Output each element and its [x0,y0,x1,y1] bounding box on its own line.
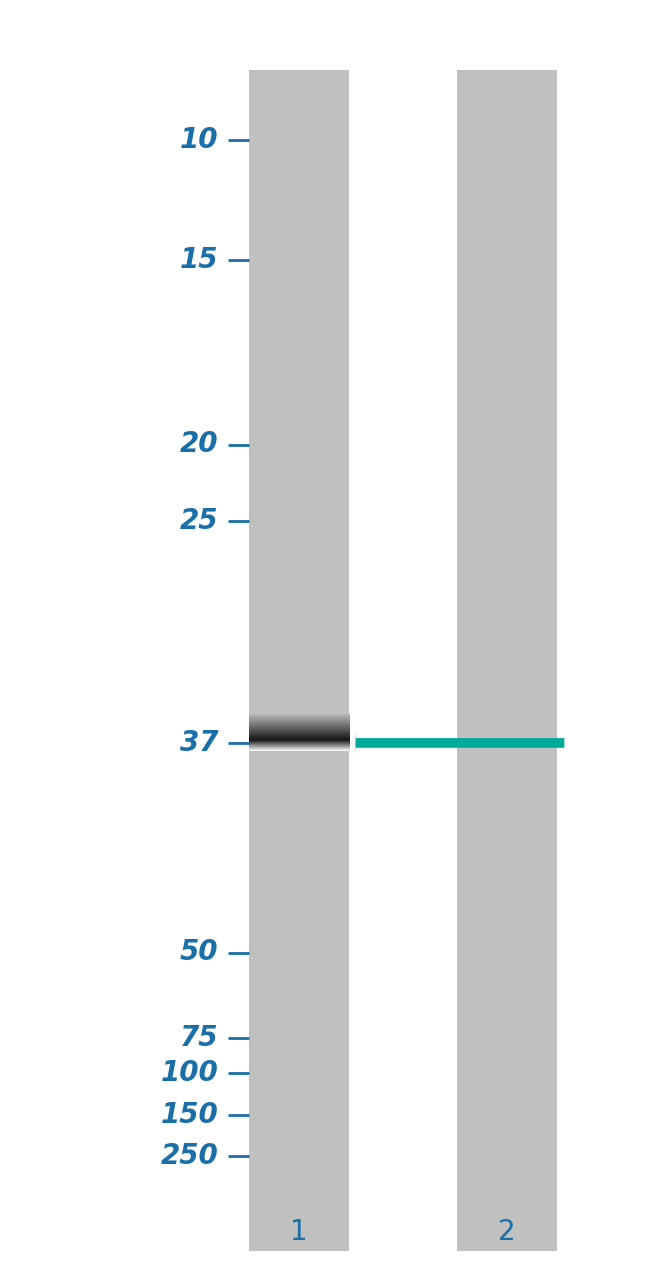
Text: 10: 10 [179,126,218,154]
Text: 25: 25 [179,507,218,535]
Text: 37: 37 [179,729,218,757]
Text: 20: 20 [179,431,218,458]
Bar [248,70,350,1251]
Text: 50: 50 [179,939,218,966]
Text: 250: 250 [161,1142,218,1170]
Text: 150: 150 [161,1101,218,1129]
Bar [456,70,558,1251]
Text: 2: 2 [498,1218,516,1246]
Text: 1: 1 [290,1218,308,1246]
Text: 15: 15 [179,246,218,274]
Text: 75: 75 [179,1024,218,1052]
Text: 100: 100 [161,1059,218,1087]
